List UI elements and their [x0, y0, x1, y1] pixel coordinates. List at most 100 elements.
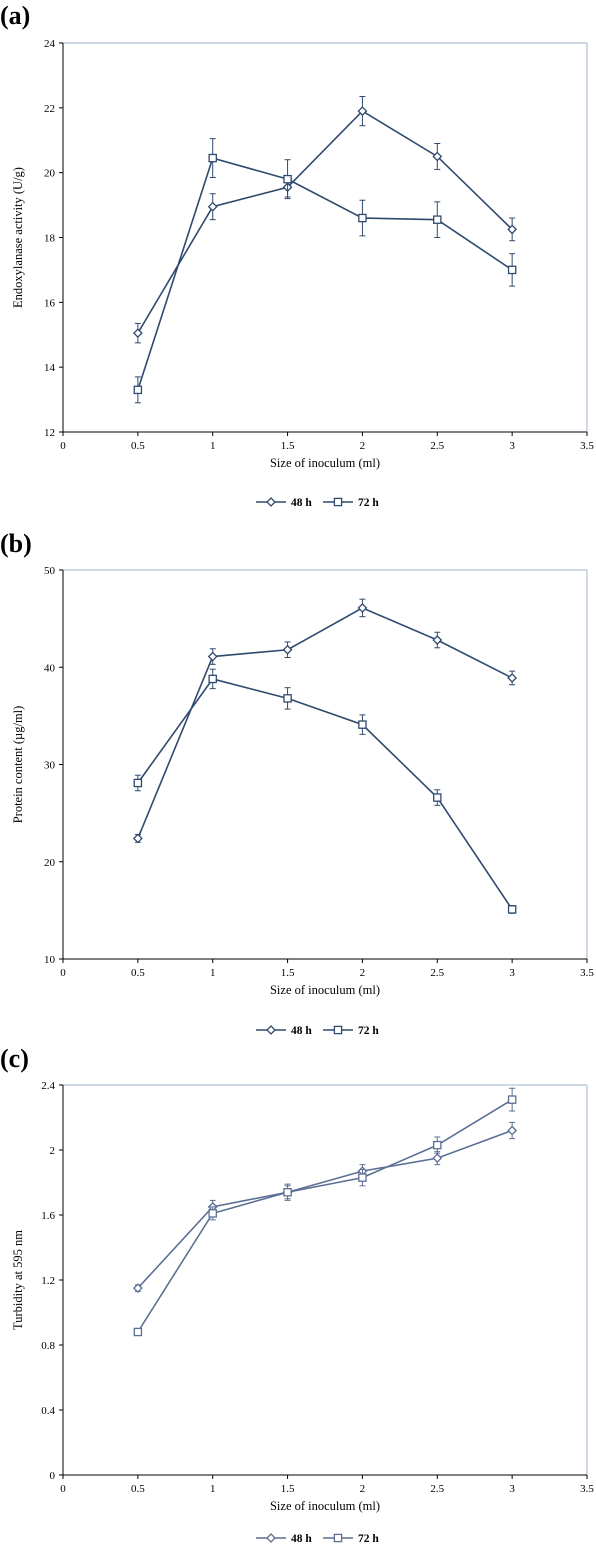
data-point — [432, 635, 443, 645]
data-point — [358, 720, 367, 729]
y-axis-label: Turbidity at 595 nm — [11, 1230, 25, 1330]
x-axis-label: Size of inoculum (ml) — [270, 1499, 380, 1513]
panel-label: (a) — [0, 1, 30, 30]
series-72-h — [133, 138, 517, 404]
legend-marker — [333, 497, 343, 507]
y-tick-label: 20 — [44, 857, 56, 869]
data-point — [133, 385, 143, 395]
y-tick-label: 16 — [44, 297, 56, 309]
y-tick-label: 40 — [44, 662, 56, 674]
y-tick-label: 24 — [44, 38, 56, 50]
x-tick-label: 2 — [360, 1483, 366, 1495]
x-tick-label: 1 — [210, 440, 216, 452]
x-axis-label: Size of inoculum (ml) — [270, 456, 380, 470]
data-point — [282, 644, 293, 655]
data-point — [357, 106, 368, 116]
y-tick-label: 30 — [44, 760, 56, 772]
data-point — [132, 1283, 143, 1294]
legend-marker — [266, 1025, 276, 1035]
data-point — [507, 265, 517, 275]
panel-label: (c) — [0, 1044, 29, 1073]
x-tick-label: 1.5 — [281, 440, 295, 452]
series-line — [137, 110, 513, 334]
x-tick-label: 3.5 — [580, 1483, 594, 1495]
data-point — [433, 1140, 442, 1150]
x-tick-label: 0.5 — [131, 1483, 145, 1495]
legend: 48 h 72 h — [256, 1533, 379, 1545]
x-axis-label: Size of inoculum (ml) — [270, 983, 380, 997]
data-point — [132, 328, 143, 339]
x-tick-label: 2 — [360, 967, 366, 979]
series-line — [137, 607, 513, 839]
data-point — [507, 905, 517, 914]
panel-label: (b) — [0, 529, 32, 558]
x-tick-label: 3 — [509, 440, 515, 452]
y-axis-label: Protein content (µg/ml) — [11, 706, 25, 824]
y-tick-label: 20 — [44, 168, 56, 180]
x-tick-label: 3 — [509, 1483, 515, 1495]
y-tick-label: 22 — [44, 103, 55, 115]
data-point — [507, 1125, 518, 1136]
x-tick-label: 2.5 — [430, 440, 444, 452]
legend: 48 h 72 h — [256, 1025, 379, 1037]
data-point — [208, 674, 217, 684]
x-tick-label: 0.5 — [131, 967, 145, 979]
series-line — [137, 678, 513, 910]
series-72-h — [133, 1087, 517, 1337]
y-tick-label: 12 — [44, 427, 55, 439]
y-tick-label: 18 — [44, 233, 56, 245]
legend-marker — [266, 497, 276, 507]
x-tick-label: 3.5 — [580, 440, 594, 452]
series-48-h — [132, 598, 518, 844]
legend-label: 48 h — [291, 1025, 312, 1037]
y-tick-label: 0 — [50, 1470, 56, 1482]
data-point — [133, 1327, 143, 1337]
data-point — [433, 793, 442, 802]
x-tick-label: 2.5 — [430, 1483, 444, 1495]
data-point — [507, 1095, 517, 1104]
data-point — [207, 651, 218, 662]
series-line — [137, 157, 513, 391]
legend-label: 72 h — [358, 1533, 379, 1545]
data-point — [433, 215, 442, 224]
series-48-h — [132, 95, 518, 344]
chart-panel-3: (c) 0 0.5 1 1.5 2 2.5 3 3.5 0 0.4 0.8 1.2 1.6 2 2.4 Size… — [0, 1044, 594, 1545]
x-tick-label: 3 — [509, 967, 515, 979]
x-tick-label: 0 — [60, 440, 66, 452]
x-tick-label: 0 — [60, 1483, 66, 1495]
x-tick-label: 3.5 — [580, 967, 594, 979]
y-tick-label: 2.4 — [41, 1080, 55, 1092]
x-tick-label: 1.5 — [281, 1483, 295, 1495]
y-tick-label: 0.8 — [41, 1340, 55, 1352]
x-tick-label: 0.5 — [131, 440, 145, 452]
legend-marker — [333, 1533, 343, 1543]
data-point — [133, 778, 143, 788]
legend-marker — [333, 1025, 343, 1035]
x-tick-label: 0 — [60, 967, 66, 979]
x-tick-label: 1 — [210, 1483, 216, 1495]
y-tick-label: 10 — [44, 954, 56, 966]
data-point — [208, 153, 217, 163]
legend-label: 72 h — [358, 497, 379, 509]
y-tick-label: 1.6 — [41, 1210, 55, 1222]
legend: 48 h 72 h — [256, 497, 379, 509]
data-point — [357, 603, 368, 613]
y-tick-label: 0.4 — [41, 1405, 55, 1417]
data-point — [207, 201, 218, 212]
legend-marker — [266, 1533, 276, 1543]
data-point — [208, 1209, 217, 1218]
data-point — [507, 224, 518, 235]
y-axis-label: Endoxylanase activity (U/g) — [11, 167, 25, 308]
chart-panel-2: (b) 0 0.5 1 1.5 2 2.5 3 3.5 10 20 30 40 50 Size of ino… — [0, 529, 594, 1037]
data-point — [358, 1173, 367, 1182]
series-48-h — [132, 1121, 518, 1294]
legend-label: 48 h — [291, 497, 312, 509]
data-point — [283, 694, 292, 703]
y-tick-label: 50 — [44, 565, 56, 577]
chart-panel-1: (a) 0 0.5 1 1.5 2 2.5 3 3.5 12 14 16 18 20 22 24 Size of… — [0, 1, 594, 509]
data-point — [507, 673, 518, 683]
data-point — [283, 174, 292, 184]
y-tick-label: 1.2 — [41, 1275, 55, 1287]
data-point — [432, 151, 443, 162]
